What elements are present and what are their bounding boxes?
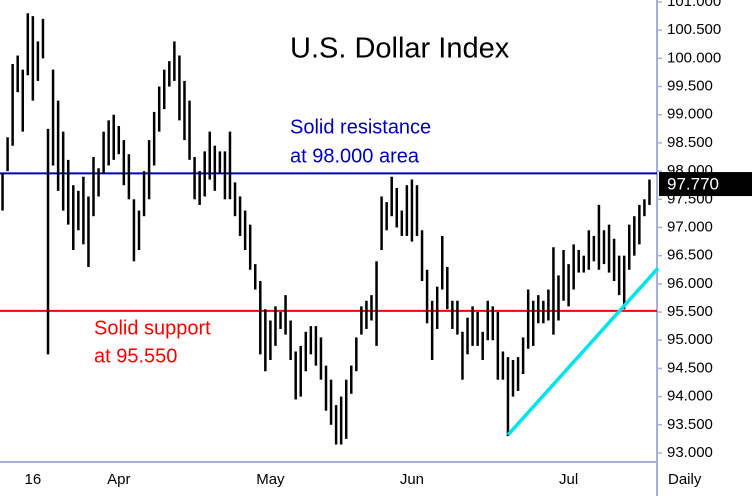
- y-tick-label: 96.000: [667, 275, 713, 292]
- y-tick-label: 95.500: [667, 303, 713, 320]
- x-tick-label: 16: [25, 471, 42, 488]
- x-axis-label: Daily: [668, 471, 702, 488]
- trend-line: [506, 266, 660, 437]
- last-price-label: 97.770: [667, 175, 719, 194]
- y-tick-label: 95.000: [667, 331, 713, 348]
- y-tick-label: 99.500: [667, 78, 713, 95]
- y-tick-label: 97.000: [667, 218, 713, 235]
- chart-title: U.S. Dollar Index: [290, 33, 510, 65]
- x-tick-label: Jun: [400, 471, 424, 488]
- annotation: Solid support: [94, 317, 211, 339]
- y-tick-label: 94.500: [667, 359, 713, 376]
- y-tick-label: 100.500: [667, 21, 721, 38]
- annotation: Solid resistance: [290, 116, 431, 138]
- y-tick-label: 93.000: [667, 444, 713, 461]
- x-tick-label: Jul: [559, 471, 578, 488]
- y-tick-label: 101.000: [667, 0, 721, 10]
- annotation: at 98.000 area: [290, 145, 420, 167]
- y-tick-label: 100.000: [667, 49, 721, 66]
- y-tick-label: 96.500: [667, 247, 713, 264]
- x-tick-label: May: [256, 471, 285, 488]
- annotation: at 95.550: [94, 345, 177, 367]
- y-tick-label: 99.000: [667, 106, 713, 123]
- x-tick-label: Apr: [107, 471, 130, 488]
- last-price-box: [659, 172, 752, 197]
- y-tick-label: 94.000: [667, 388, 713, 405]
- y-tick-label: 93.500: [667, 416, 713, 433]
- y-tick-label: 98.500: [667, 134, 713, 151]
